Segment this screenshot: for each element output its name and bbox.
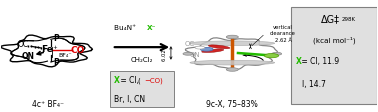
Circle shape (272, 52, 282, 55)
Text: ΔG‡: ΔG‡ (321, 14, 340, 24)
Text: 9c-X, 75–83%: 9c-X, 75–83% (206, 100, 258, 109)
Text: P: P (53, 58, 59, 67)
FancyBboxPatch shape (291, 7, 377, 104)
Text: Fe: Fe (41, 45, 53, 54)
Text: = Cl,: = Cl, (118, 76, 139, 85)
Ellipse shape (190, 60, 275, 65)
Circle shape (264, 54, 279, 58)
FancyArrowPatch shape (37, 52, 43, 55)
Text: P: P (53, 34, 59, 43)
Text: vertical
clearance
2.62 Å: vertical clearance 2.62 Å (270, 25, 296, 43)
FancyArrowPatch shape (115, 44, 167, 50)
Text: X: X (296, 57, 302, 66)
Text: +: + (52, 45, 57, 50)
Text: (: ( (137, 77, 140, 84)
Text: ON: ON (190, 52, 201, 58)
Text: 298K: 298K (342, 17, 356, 22)
Text: I, 14.7: I, 14.7 (302, 80, 326, 89)
Text: CO: CO (71, 45, 85, 55)
Text: 6.02 Å: 6.02 Å (162, 44, 167, 61)
Text: ON: ON (21, 52, 34, 61)
Text: CH₂Cl₂: CH₂Cl₂ (131, 57, 153, 63)
Circle shape (200, 47, 213, 51)
Ellipse shape (190, 41, 275, 46)
Text: Br, I, CN: Br, I, CN (114, 95, 145, 104)
Text: X⁻: X⁻ (147, 25, 156, 31)
Circle shape (195, 46, 205, 49)
Text: OC: OC (185, 41, 195, 47)
Text: X: X (114, 76, 119, 85)
Text: BF₄⁻: BF₄⁻ (58, 53, 71, 58)
Circle shape (226, 35, 239, 39)
Ellipse shape (208, 45, 230, 49)
Ellipse shape (201, 49, 224, 53)
Text: = Cl, 11.9: = Cl, 11.9 (299, 57, 339, 66)
Text: 4c⁺ BF₄⁻: 4c⁺ BF₄⁻ (32, 100, 64, 109)
FancyBboxPatch shape (110, 71, 174, 107)
Text: Bu₄N⁺: Bu₄N⁺ (114, 25, 138, 31)
Circle shape (226, 68, 239, 71)
Text: (kcal mol⁻¹): (kcal mol⁻¹) (313, 36, 355, 44)
Circle shape (183, 52, 193, 55)
Text: −CO): −CO) (144, 77, 163, 84)
Text: OC: OC (18, 40, 29, 49)
